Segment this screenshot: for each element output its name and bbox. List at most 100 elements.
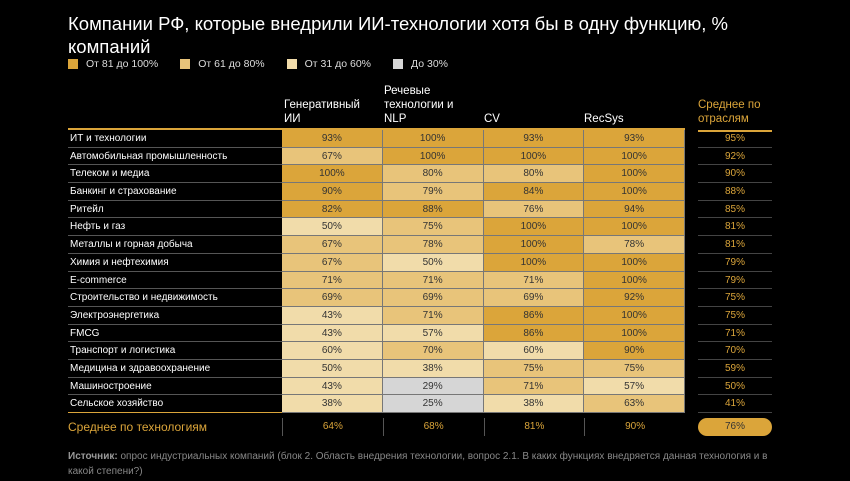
- heatmap-cell: 57%: [584, 377, 685, 396]
- heatmap-cell: 80%: [382, 165, 484, 184]
- heatmap-cell: 100%: [483, 253, 585, 272]
- heatmap-cell: 60%: [483, 342, 585, 360]
- technology-average-value: 90%: [584, 418, 685, 436]
- heatmap-cell: 75%: [584, 359, 685, 378]
- industry-average-value: 79%: [698, 272, 772, 290]
- column-header-cv: CV: [484, 113, 500, 125]
- legend-swatch: [286, 59, 297, 69]
- heatmap-cell: 100%: [584, 324, 685, 343]
- industry-label: Строительство и недвижимость: [68, 289, 282, 307]
- industry-label: Телеком и медиа: [68, 165, 282, 184]
- heatmap-cell: 92%: [584, 289, 685, 307]
- industry-average-value: 88%: [698, 183, 772, 201]
- heatmap-cell: 78%: [584, 236, 685, 254]
- table-row: Транспорт и логистика 60% 70% 60% 90%: [68, 342, 685, 360]
- column-header-genai: Генеративный ИИ: [284, 99, 360, 125]
- heatmap-cell: 50%: [282, 218, 383, 237]
- heatmap-table: ИТ и технологии 93% 100% 93% 93% Автомобильна…: [68, 128, 685, 413]
- industry-average-value: 81%: [698, 218, 772, 237]
- industry-label: Сельское хозяйство: [68, 395, 282, 413]
- heatmap-cell: 100%: [584, 271, 685, 290]
- heatmap-cell: 93%: [282, 130, 383, 148]
- overall-average-badge: 76%: [698, 418, 772, 436]
- heatmap-cell: 100%: [584, 306, 685, 325]
- heatmap-cell: 82%: [282, 200, 383, 219]
- technology-average-value: 68%: [382, 418, 484, 436]
- industry-label: Электроэнергетика: [68, 307, 282, 325]
- table-row: Строительство и недвижимость 69% 69% 69% 92%: [68, 289, 685, 307]
- industry-average-column: 95% 92% 90% 88% 85% 81% 81% 79% 79% 75% 75% 71% 70% 5…: [698, 130, 772, 413]
- legend: От 81 до 100% От 61 до 80% От 31 до 60% До …: [68, 58, 448, 70]
- legend-swatch: [68, 59, 78, 69]
- industry-label: Нефть и газ: [68, 218, 282, 237]
- heatmap-cell: 90%: [584, 342, 685, 360]
- heatmap-cell: 70%: [382, 342, 484, 360]
- column-header-recsys: RecSys: [584, 113, 624, 125]
- table-row: Металлы и горная добыча 67% 78% 100% 78%: [68, 236, 685, 254]
- source-text: опрос индустриальных компаний (блок 2. О…: [68, 451, 768, 477]
- heatmap-cell: 100%: [282, 165, 383, 184]
- heatmap-cell: 29%: [382, 377, 484, 396]
- industry-average-value: 92%: [698, 148, 772, 166]
- heatmap-cell: 100%: [584, 253, 685, 272]
- heatmap-cell: 84%: [483, 183, 585, 201]
- industry-average-value: 71%: [698, 325, 772, 343]
- table-row: E-commerce 71% 71% 71% 100%: [68, 271, 685, 290]
- industry-label: Банкинг и страхование: [68, 183, 282, 201]
- industry-label: ИТ и технологии: [68, 130, 282, 148]
- industry-average-value: 59%: [698, 360, 772, 378]
- industry-average-value: 85%: [698, 201, 772, 219]
- technology-average-label: Среднее по технологиям: [68, 420, 208, 434]
- table-row: Нефть и газ 50% 75% 100% 100%: [68, 218, 685, 237]
- legend-swatch: [180, 59, 191, 69]
- industry-label: Медицина и здравоохранение: [68, 360, 282, 378]
- industry-average-value: 79%: [698, 254, 772, 272]
- heatmap-cell: 100%: [483, 147, 585, 166]
- legend-swatch: [393, 59, 404, 69]
- industry-label: Ритейл: [68, 201, 282, 219]
- industry-label: E-commerce: [68, 272, 282, 290]
- industry-label: Машиностроение: [68, 378, 282, 396]
- heatmap-cell: 43%: [282, 306, 383, 325]
- heatmap-cell: 67%: [282, 253, 383, 272]
- table-row: Сельское хозяйство 38% 25% 38% 63%: [68, 395, 685, 413]
- heatmap-cell: 93%: [584, 130, 685, 148]
- industry-label: Химия и нефтехимия: [68, 254, 282, 272]
- heatmap-cell: 67%: [282, 236, 383, 254]
- legend-item: От 61 до 80%: [180, 58, 265, 70]
- heatmap-cell: 71%: [382, 306, 484, 325]
- column-header-nlp: Речевые технологии и NLP: [384, 85, 454, 125]
- heatmap-cell: 78%: [382, 236, 484, 254]
- technology-average-value: 81%: [483, 418, 585, 436]
- industry-label: FMCG: [68, 325, 282, 343]
- table-row: Банкинг и страхование 90% 79% 84% 100%: [68, 183, 685, 201]
- heatmap-cell: 60%: [282, 342, 383, 360]
- heatmap-cell: 80%: [483, 165, 585, 184]
- table-row: ИТ и технологии 93% 100% 93% 93%: [68, 130, 685, 148]
- industry-average-value: 81%: [698, 236, 772, 254]
- industry-average-value: 90%: [698, 165, 772, 184]
- industry-label: Транспорт и логистика: [68, 342, 282, 360]
- table-row: Электроэнергетика 43% 71% 86% 100%: [68, 306, 685, 325]
- heatmap-cell: 38%: [382, 359, 484, 378]
- industry-label: Металлы и горная добыча: [68, 236, 282, 254]
- industry-average-value: 50%: [698, 378, 772, 396]
- legend-label: От 31 до 60%: [304, 58, 372, 70]
- industry-average-value: 41%: [698, 395, 772, 413]
- heatmap-cell: 50%: [282, 359, 383, 378]
- industry-label: Автомобильная промышленность: [68, 148, 282, 166]
- heatmap-cell: 86%: [483, 324, 585, 343]
- legend-label: От 61 до 80%: [198, 58, 265, 70]
- table-row: Медицина и здравоохранение 50% 38% 75% 75%: [68, 359, 685, 378]
- table-row: Машиностроение 43% 29% 71% 57%: [68, 377, 685, 396]
- industry-average-value: 70%: [698, 342, 772, 360]
- heatmap-cell: 43%: [282, 324, 383, 343]
- heatmap-cell: 38%: [282, 395, 383, 413]
- table-row: Телеком и медиа 100% 80% 80% 100%: [68, 165, 685, 184]
- heatmap-cell: 25%: [382, 395, 484, 413]
- heatmap-cell: 86%: [483, 306, 585, 325]
- industry-average-value: 75%: [698, 307, 772, 325]
- heatmap-cell: 43%: [282, 377, 383, 396]
- heatmap-cell: 50%: [382, 253, 484, 272]
- technology-average-row: Среднее по технологиям 64% 68% 81% 90% 7…: [68, 418, 778, 436]
